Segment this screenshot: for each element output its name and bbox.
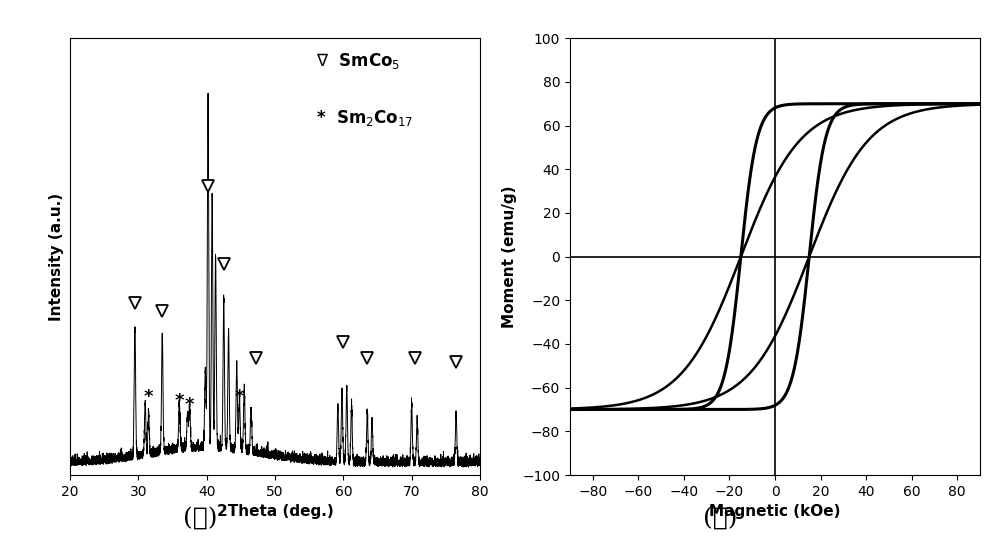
Text: *: *: [235, 388, 244, 406]
X-axis label: Magnetic (kOe): Magnetic (kOe): [709, 505, 841, 519]
Text: *  Sm$_2$Co$_{17}$: * Sm$_2$Co$_{17}$: [316, 108, 413, 128]
Text: (ｂ): (ｂ): [703, 507, 737, 530]
Text: *: *: [185, 396, 194, 414]
Y-axis label: Moment (emu/g): Moment (emu/g): [502, 186, 517, 328]
Text: $\nabla$  SmCo$_5$: $\nabla$ SmCo$_5$: [316, 51, 400, 72]
X-axis label: 2Theta (deg.): 2Theta (deg.): [217, 505, 333, 519]
Text: (ａ): (ａ): [183, 507, 217, 530]
Text: *: *: [144, 388, 153, 406]
Text: *: *: [175, 392, 184, 410]
Y-axis label: Intensity (a.u.): Intensity (a.u.): [49, 193, 64, 321]
